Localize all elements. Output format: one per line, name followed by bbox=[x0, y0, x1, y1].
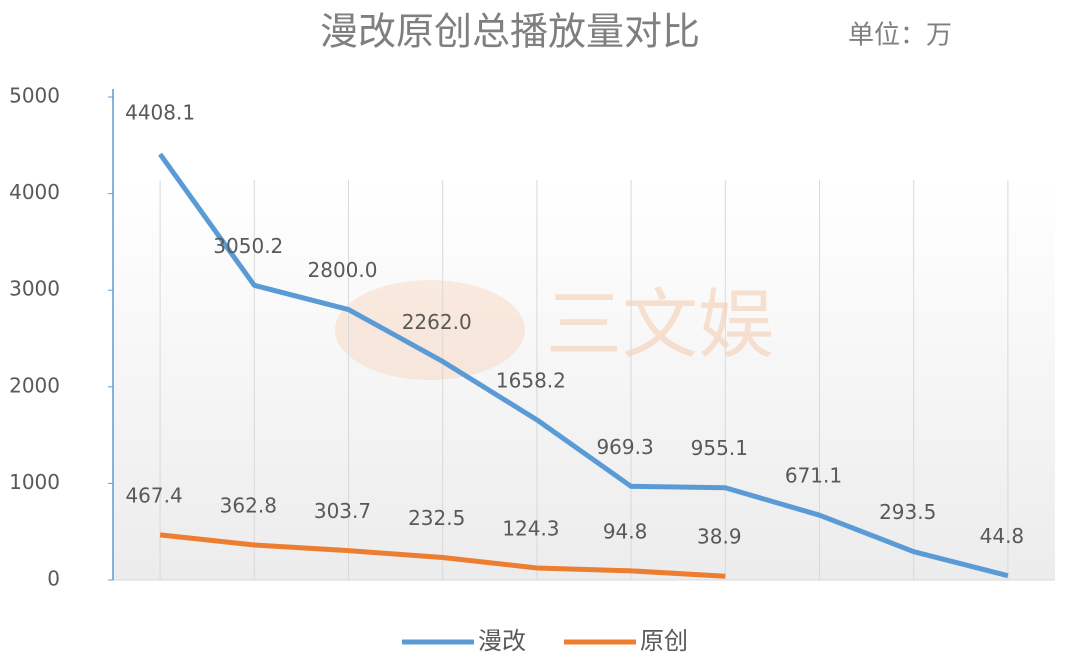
data-label: 303.7 bbox=[314, 499, 371, 523]
legend-label: 漫改 bbox=[478, 627, 526, 655]
data-label: 3050.2 bbox=[213, 234, 283, 258]
data-label: 124.3 bbox=[502, 516, 559, 540]
watermark-logo bbox=[335, 280, 525, 380]
data-label: 44.8 bbox=[980, 524, 1025, 548]
data-label: 293.5 bbox=[879, 500, 936, 524]
y-tick-label: 1000 bbox=[9, 470, 60, 494]
data-label: 38.9 bbox=[697, 525, 742, 549]
chart-title: 漫改原创总播放量对比 bbox=[320, 10, 700, 54]
y-tick-label: 3000 bbox=[9, 277, 60, 301]
data-label: 94.8 bbox=[603, 519, 648, 543]
y-tick-label: 2000 bbox=[9, 373, 60, 397]
data-label: 671.1 bbox=[785, 464, 842, 488]
data-label: 955.1 bbox=[691, 436, 748, 460]
chart-subtitle: 单位：万 bbox=[848, 21, 952, 51]
y-tick-label: 4000 bbox=[9, 180, 60, 204]
data-label: 1658.2 bbox=[496, 368, 566, 392]
data-label: 362.8 bbox=[220, 493, 277, 517]
series-line bbox=[159, 532, 726, 579]
data-label: 2800.0 bbox=[308, 258, 378, 282]
series-line bbox=[158, 152, 1009, 579]
legend-label: 原创 bbox=[640, 627, 688, 655]
data-label: 467.4 bbox=[125, 483, 182, 507]
y-tick-label: 5000 bbox=[9, 84, 60, 108]
watermark: 三文娱 bbox=[546, 280, 774, 369]
data-label: 2262.0 bbox=[402, 310, 472, 334]
data-label: 969.3 bbox=[596, 435, 653, 459]
plot-background bbox=[113, 180, 1055, 580]
data-label: 4408.1 bbox=[125, 101, 195, 125]
y-tick-label: 0 bbox=[47, 567, 60, 591]
data-label: 232.5 bbox=[408, 506, 465, 530]
